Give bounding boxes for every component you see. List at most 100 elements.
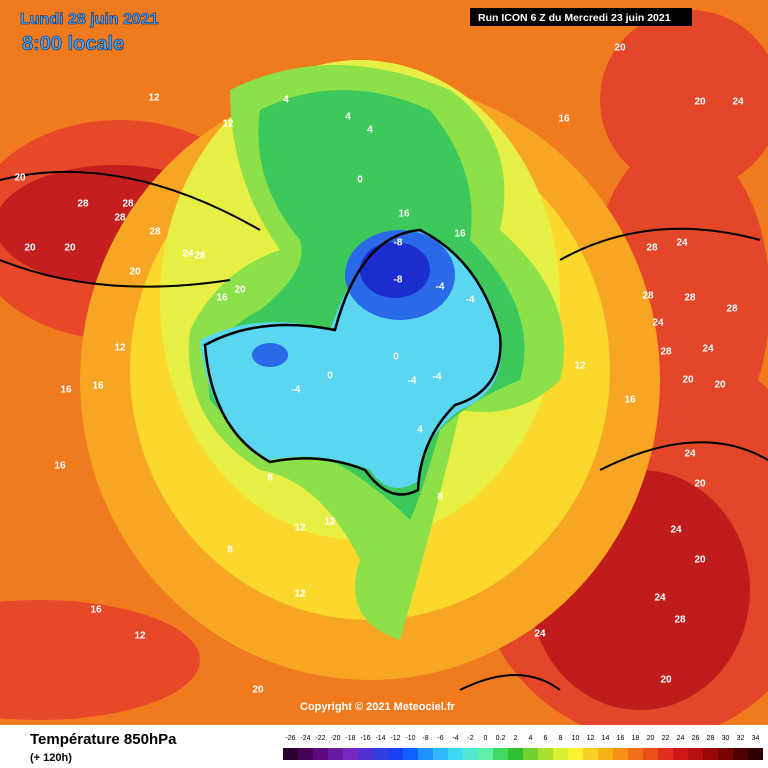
colorbar-swatch: [598, 748, 613, 760]
temperature-label: 16: [60, 385, 72, 396]
colorbar-label: -8: [422, 735, 428, 742]
temperature-label: 12: [134, 631, 146, 642]
temperature-label: 28: [660, 347, 672, 358]
colorbar-swatch: [583, 748, 598, 760]
footer-lead: (+ 120h): [30, 752, 72, 764]
temperature-label: 24: [182, 249, 194, 260]
colorbar-swatch: [388, 748, 403, 760]
colorbar-swatch: [283, 748, 298, 760]
temperature-label: 20: [660, 675, 672, 686]
colorbar-swatch: [418, 748, 433, 760]
temperature-label: 8: [227, 545, 233, 556]
colorbar-label: 32: [737, 735, 745, 742]
run-info: Run ICON 6 Z du Mercredi 23 juin 2021: [478, 12, 671, 24]
temperature-label: 16: [216, 293, 228, 304]
temperature-label: 20: [614, 43, 626, 54]
forecast-date: Lundi 28 juin 2021: [20, 11, 159, 28]
temperature-label: 8: [437, 492, 443, 503]
colorbar-label: 30: [722, 735, 730, 742]
colorbar-swatch: [478, 748, 493, 760]
temperature-label: 20: [252, 685, 264, 696]
colorbar-label: 10: [572, 735, 580, 742]
colorbar: -26 -24 -22 -20 -18 -16 -14 -12 -10 -8 -6 -4 -2 0 0.2 2…: [283, 735, 763, 760]
colorbar-swatch: [328, 748, 343, 760]
colorbar-swatch: [463, 748, 478, 760]
temperature-label: 20: [14, 173, 26, 184]
temperature-label: 24: [654, 593, 666, 604]
colorbar-label: 28: [707, 735, 715, 742]
temperature-label: 12: [222, 119, 234, 130]
colorbar-swatch: [568, 748, 583, 760]
temperature-label: 28: [194, 251, 206, 262]
temperature-label: -4: [408, 376, 417, 387]
colorbar-label: 8: [559, 735, 563, 742]
colorbar-swatch: [298, 748, 313, 760]
colorbar-label: -6: [437, 735, 443, 742]
temperature-label: 4: [367, 125, 373, 136]
colorbar-swatch: [358, 748, 373, 760]
colorbar-label: 20: [647, 735, 655, 742]
copyright: Copyright © 2021 Meteociel.fr: [300, 701, 456, 713]
temperature-label: 4: [417, 425, 423, 436]
colorbar-swatch: [553, 748, 568, 760]
temperature-label: 24: [732, 97, 744, 108]
temperature-label: -4: [436, 282, 445, 293]
colorbar-swatch: [673, 748, 688, 760]
colorbar-label: 0.2: [496, 735, 506, 742]
temperature-label: -8: [394, 238, 403, 249]
colorbar-swatch: [643, 748, 658, 760]
temperature-label: -4: [466, 295, 475, 306]
colorbar-label: -20: [330, 735, 340, 742]
temperature-label: 20: [714, 380, 726, 391]
colorbar-label: -2: [467, 735, 473, 742]
colorbar-label: -26: [285, 735, 295, 742]
forecast-time: 8:00 locale: [22, 33, 124, 55]
colorbar-label: -4: [452, 735, 458, 742]
colorbar-swatch: [403, 748, 418, 760]
colorbar-label: 16: [617, 735, 625, 742]
temperature-label: 16: [398, 209, 410, 220]
temperature-label: -4: [433, 372, 442, 383]
temperature-label: 16: [90, 605, 102, 616]
temperature-label: 28: [149, 227, 161, 238]
colorbar-swatch: [613, 748, 628, 760]
colorbar-label: -24: [300, 735, 310, 742]
contour-line: [0, 170, 768, 691]
colorbar-swatch: [703, 748, 718, 760]
colorbar-label: 24: [677, 735, 685, 742]
temperature-label: 28: [114, 213, 126, 224]
temperature-label: 0: [393, 352, 399, 363]
colorbar-label: 2: [514, 735, 518, 742]
colorbar-label: 4: [529, 735, 533, 742]
colorbar-label: 22: [662, 735, 670, 742]
temperature-label: 28: [77, 199, 89, 210]
temperature-label: 20: [64, 243, 76, 254]
temperature-label: 4: [283, 95, 289, 106]
colorbar-label: 18: [632, 735, 640, 742]
colorbar-label: 34: [752, 735, 760, 742]
run-banner: [470, 8, 692, 26]
temperature-label: 12: [294, 589, 306, 600]
colorbar-swatch: [433, 748, 448, 760]
temperature-label: 28: [726, 304, 738, 315]
colorbar-label: 0: [484, 735, 488, 742]
temperature-label: 28: [684, 293, 696, 304]
temperature-label: 12: [324, 517, 336, 528]
temperature-label: 20: [24, 243, 36, 254]
colorbar-label: 12: [587, 735, 595, 742]
temperature-field: [0, 0, 768, 725]
colorbar-swatch: [508, 748, 523, 760]
colorbar-swatch: [523, 748, 538, 760]
temperature-label: 24: [652, 318, 664, 329]
temperature-label: 16: [624, 395, 636, 406]
temperature-label: 28: [122, 199, 134, 210]
colorbar-swatch: [493, 748, 508, 760]
temperature-label: 24: [670, 525, 682, 536]
temperature-label: 20: [694, 555, 706, 566]
temperature-label: 12: [148, 93, 160, 104]
colorbar-swatch: [688, 748, 703, 760]
temperature-label: 20: [682, 375, 694, 386]
colorbar-swatch: [658, 748, 673, 760]
